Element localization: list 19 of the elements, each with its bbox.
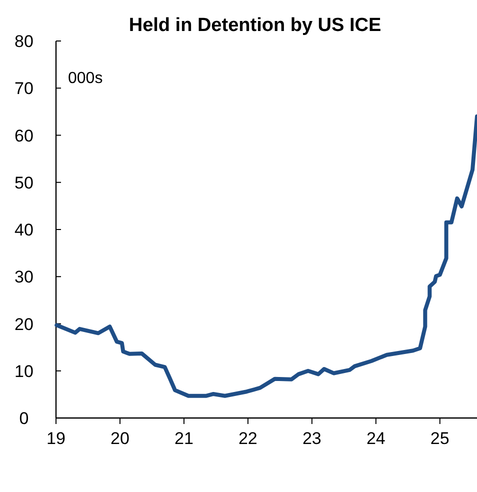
x-tick-label: 20 [110, 429, 130, 448]
x-tick-label: 25 [430, 429, 450, 448]
y-tick-label: 30 [14, 268, 34, 287]
chart-title: Held in Detention by US ICE [128, 15, 382, 36]
annotation: 000s [68, 70, 103, 87]
y-tick-label: 60 [14, 126, 34, 146]
y-tick-label: 50 [14, 173, 34, 192]
x-tick-label: 24 [366, 429, 386, 448]
y-tick-label: 20 [14, 314, 34, 334]
x-tick-label: 19 [46, 429, 66, 448]
x-tick-label: 23 [302, 429, 322, 448]
x-tick-label: 21 [174, 429, 194, 448]
y-tick-label: 70 [14, 79, 34, 98]
y-tick-label: 10 [14, 362, 34, 381]
y-tick-label: 40 [14, 220, 34, 240]
y-tick-label: 0 [19, 409, 29, 428]
x-tick-label: 22 [238, 429, 258, 448]
y-tick-label: 80 [14, 32, 34, 51]
line-series [54, 114, 477, 398]
